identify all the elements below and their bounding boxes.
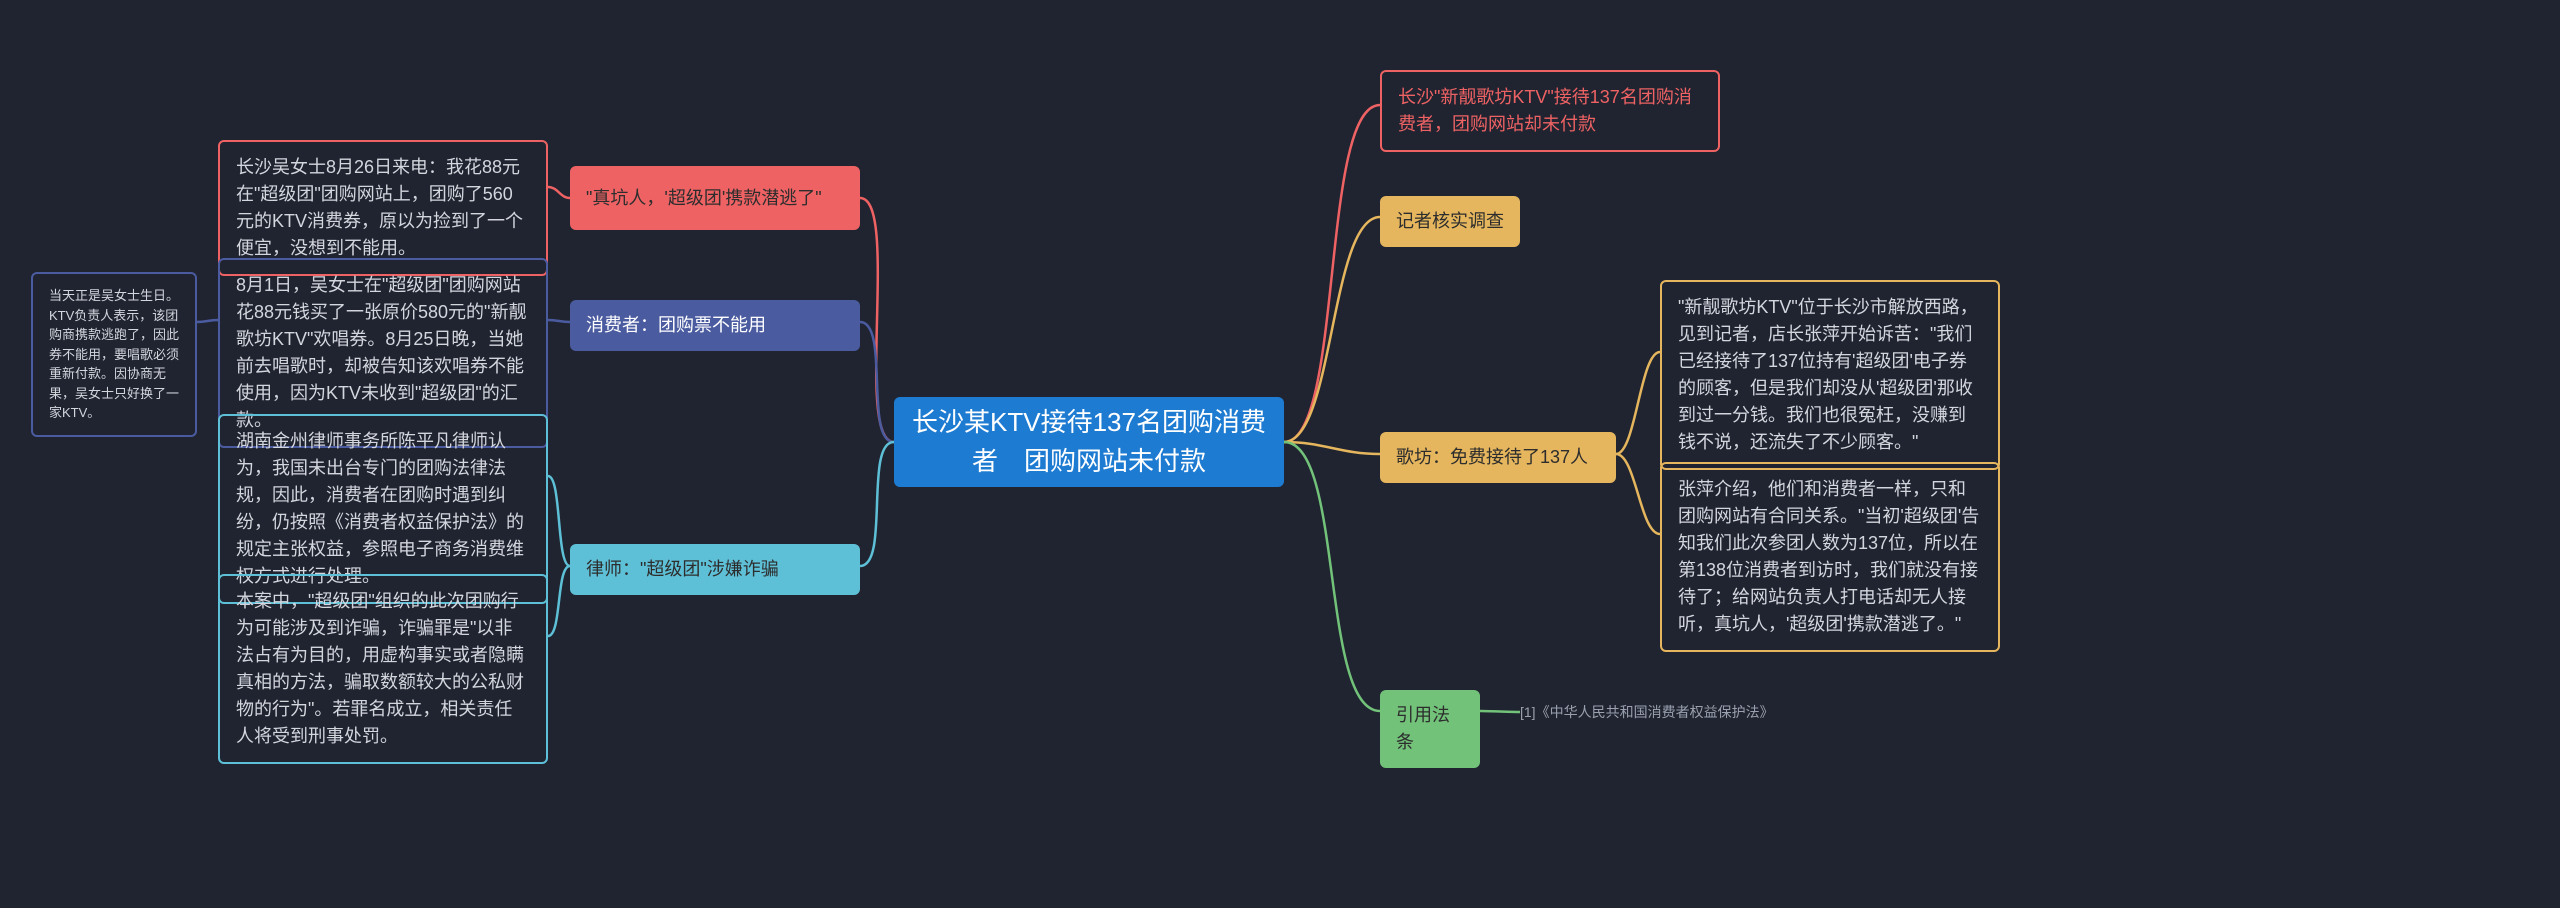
- mindmap-node[interactable]: 长沙"新靓歌坊KTV"接待137名团购消费者，团购网站却未付款: [1380, 70, 1720, 152]
- mindmap-node[interactable]: 张萍介绍，他们和消费者一样，只和团购网站有合同关系。"当初'超级团'告知我们此次…: [1660, 462, 2000, 652]
- mindmap-node[interactable]: 引用法条: [1380, 690, 1480, 768]
- link-path: [548, 187, 570, 198]
- link-path: [548, 320, 570, 322]
- link-path: [1284, 105, 1380, 442]
- mindmap-node[interactable]: 本案中，"超级团"组织的此次团购行为可能涉及到诈骗，诈骗罪是"以非法占有为目的，…: [218, 574, 548, 764]
- link-path: [1480, 711, 1520, 712]
- link-path: [860, 322, 894, 442]
- mindmap-node[interactable]: 长沙吴女士8月26日来电：我花88元在"超级团"团购网站上，团购了560元的KT…: [218, 140, 548, 276]
- link-path: [1284, 442, 1380, 454]
- link-path: [1284, 442, 1380, 711]
- center-node[interactable]: 长沙某KTV接待137名团购消费者 团购网站未付款: [894, 397, 1284, 487]
- mindmap-node[interactable]: 歌坊：免费接待了137人: [1380, 432, 1616, 483]
- mindmap-node[interactable]: [1]《中华人民共和国消费者权益保护法》: [1520, 700, 1800, 724]
- link-path: [1616, 352, 1660, 454]
- mindmap-node[interactable]: 律师："超级团"涉嫌诈骗: [570, 544, 860, 595]
- link-path: [197, 320, 218, 322]
- mindmap-node[interactable]: 消费者：团购票不能用: [570, 300, 860, 351]
- link-path: [860, 442, 894, 566]
- link-path: [1284, 217, 1380, 442]
- link-path: [548, 476, 570, 566]
- mindmap-node[interactable]: "真坑人，'超级团'携款潜逃了": [570, 166, 860, 230]
- link-path: [548, 566, 570, 636]
- link-path: [1616, 454, 1660, 534]
- mindmap-node[interactable]: 当天正是吴女士生日。KTV负责人表示，该团购商携款逃跑了，因此券不能用，要唱歌必…: [31, 272, 197, 437]
- mindmap-node[interactable]: "新靓歌坊KTV"位于长沙市解放西路，见到记者，店长张萍开始诉苦："我们已经接待…: [1660, 280, 2000, 470]
- link-path: [860, 198, 894, 442]
- mindmap-node[interactable]: 记者核实调查: [1380, 196, 1520, 247]
